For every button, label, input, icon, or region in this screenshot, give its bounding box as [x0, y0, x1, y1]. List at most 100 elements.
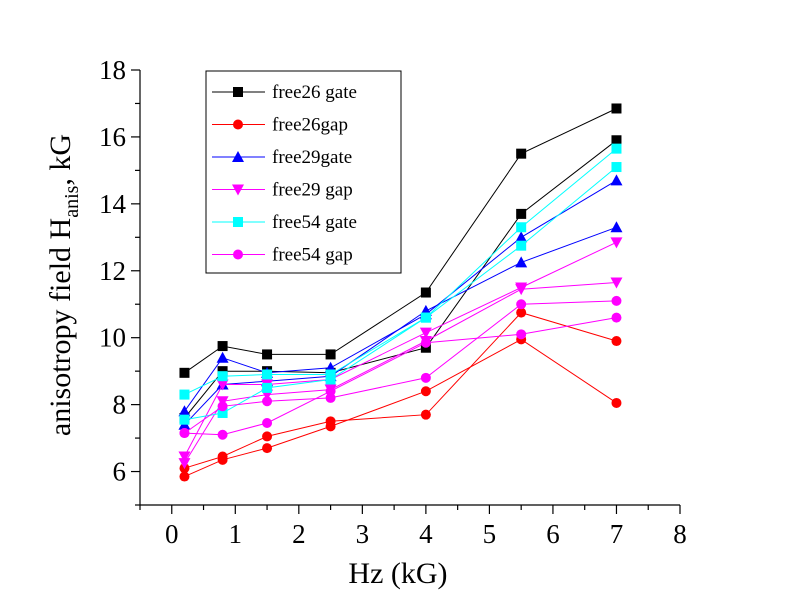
data-point [217, 371, 228, 382]
legend-label: free54 gate [272, 212, 357, 233]
y-tick-label: 12 [99, 256, 126, 286]
y-tick-label: 16 [99, 122, 126, 152]
data-point [178, 451, 191, 463]
data-point [325, 386, 336, 397]
series-layer [178, 103, 623, 482]
data-point [262, 418, 273, 429]
series-line [184, 317, 617, 436]
legend-label: free26gap [272, 115, 348, 136]
data-point [325, 349, 336, 360]
y-axis-title-sub: anis [61, 185, 83, 217]
data-point [515, 256, 528, 268]
y-tick-label: 14 [99, 189, 127, 219]
data-point [516, 208, 527, 219]
series-2 [179, 307, 622, 482]
legend-label: free54 gap [272, 245, 353, 266]
data-point [262, 349, 273, 360]
legend-marker [233, 217, 243, 227]
legend-marker [233, 119, 243, 130]
data-point [262, 431, 273, 442]
data-point [611, 162, 622, 173]
data-point [262, 382, 273, 393]
data-point [515, 231, 528, 243]
data-point [179, 428, 190, 439]
legend: free26 gate free26gap free29gate free29 gap… [205, 70, 402, 274]
series-line [184, 282, 617, 464]
data-point [179, 367, 190, 378]
y-axis-title-main: anisotropy field H [44, 218, 77, 436]
legend-marker [233, 87, 243, 97]
y-tick-label: 8 [113, 390, 127, 420]
data-point [178, 458, 191, 470]
x-axis-title: Hz (kG) [348, 557, 447, 590]
x-tick-label: 3 [356, 519, 370, 549]
y-axis-title-tail: , kG [44, 134, 77, 186]
data-point [611, 397, 622, 408]
legend-item: free54 gate [212, 212, 357, 233]
data-point [420, 409, 431, 420]
data-point [611, 135, 622, 146]
legend-label: free29 gap [272, 180, 353, 201]
y-axis-title: anisotropy field Hanis, kG [44, 134, 83, 436]
data-point [420, 342, 431, 353]
legend-item: free26gap [212, 115, 348, 136]
x-tick-label: 4 [419, 519, 433, 549]
data-point [516, 307, 527, 318]
data-point [420, 386, 431, 397]
data-point [516, 240, 527, 251]
data-point [610, 277, 623, 289]
data-point [611, 295, 622, 306]
legend-marker [233, 249, 243, 260]
data-point [419, 327, 432, 339]
data-point [216, 379, 229, 391]
data-point [325, 374, 336, 385]
y-tick-label: 6 [113, 457, 127, 487]
data-point [179, 471, 190, 482]
x-tick-label: 2 [292, 519, 306, 549]
data-point [610, 174, 623, 186]
data-point [325, 369, 336, 380]
data-point [610, 237, 623, 249]
y-tick-label: 18 [99, 55, 126, 85]
data-point [217, 454, 228, 465]
x-tick-label: 5 [483, 519, 497, 549]
series-line [184, 241, 617, 457]
data-point [516, 148, 527, 159]
legend-item: free29 gap [212, 180, 353, 201]
data-point [611, 336, 622, 347]
series-line [184, 338, 617, 478]
data-point [179, 389, 190, 400]
x-tick-label: 8 [673, 519, 687, 549]
data-point [611, 143, 622, 154]
x-tick-label: 6 [546, 519, 560, 549]
data-point [610, 221, 623, 233]
legend-label: free26 gate [272, 82, 357, 103]
legend-item: free54 gap [212, 245, 353, 266]
data-point [262, 369, 273, 380]
legend-box [205, 70, 402, 274]
data-point [611, 312, 622, 323]
series-line [184, 312, 617, 469]
data-point [420, 337, 431, 348]
data-point [217, 341, 228, 352]
legend-marker [232, 184, 244, 196]
legend-label: free29gate [272, 147, 352, 168]
data-point [516, 299, 527, 310]
data-point [515, 284, 528, 296]
x-tick-label: 0 [165, 519, 179, 549]
data-point [516, 222, 527, 233]
data-point [420, 287, 431, 298]
y-tick-label: 10 [99, 323, 126, 353]
data-point [611, 103, 622, 114]
data-point [262, 396, 273, 407]
data-point [217, 366, 228, 377]
data-point [217, 429, 228, 440]
data-point [262, 443, 273, 454]
legend-item: free26 gate [212, 82, 357, 103]
legend-marker [232, 151, 244, 162]
x-tick-label: 7 [610, 519, 624, 549]
series-5 [179, 143, 622, 425]
data-point [420, 372, 431, 383]
